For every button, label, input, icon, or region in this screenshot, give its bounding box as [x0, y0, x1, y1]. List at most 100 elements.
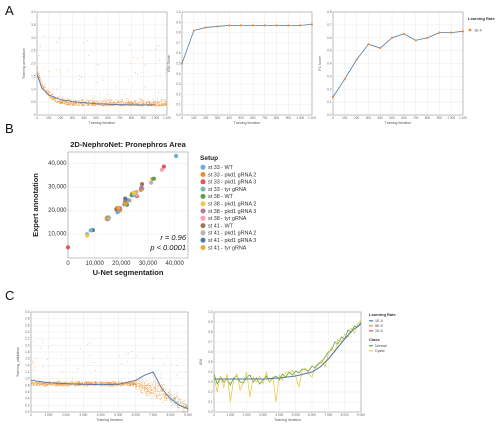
data-point [180, 401, 182, 403]
data-point [115, 99, 117, 100]
series-line [332, 30, 464, 98]
data-point [187, 410, 189, 412]
data-point [136, 389, 138, 391]
legend-marker [200, 186, 206, 192]
data-point [167, 356, 169, 357]
data-point [159, 381, 161, 383]
data-point [78, 380, 80, 382]
data-point [126, 98, 128, 100]
data-point [122, 105, 124, 107]
data-point [122, 102, 124, 104]
data-point [66, 385, 67, 386]
data-point [158, 92, 160, 94]
data-point [165, 395, 167, 397]
data-point [46, 385, 48, 387]
x-axis-label: Training iteration [96, 418, 123, 422]
data-point [156, 102, 158, 104]
x-tick-label: 30,000 [139, 261, 158, 267]
data-point [107, 94, 108, 95]
data-point [132, 102, 134, 104]
legend-label: Normal [375, 344, 387, 348]
data-point [164, 389, 166, 391]
data-point [155, 388, 157, 390]
data-point [150, 103, 152, 105]
x-tick-label: 800 [425, 116, 431, 120]
data-point [144, 387, 146, 388]
data-point [49, 95, 50, 97]
data-point [37, 71, 39, 73]
data-point [128, 382, 130, 384]
data-point [166, 398, 168, 400]
data-point [55, 69, 57, 71]
data-point [106, 99, 108, 101]
data-point [86, 381, 88, 383]
data-point [41, 84, 43, 86]
data-point [38, 54, 40, 56]
data-point [177, 405, 179, 407]
data-point [128, 102, 130, 104]
y-tick-label: 3.5 [31, 23, 36, 27]
data-point [59, 381, 61, 383]
data-point [143, 390, 145, 392]
data-point [175, 397, 177, 399]
data-point [43, 86, 45, 88]
legend-label: 1E-4 [375, 319, 383, 323]
data-point [107, 381, 109, 383]
data-point [163, 394, 164, 396]
data-point [134, 99, 136, 101]
data-point [164, 99, 166, 101]
data-point [74, 104, 76, 106]
data-point [55, 101, 57, 103]
data-point [61, 383, 63, 385]
data-point [117, 381, 119, 383]
data-point [145, 392, 147, 394]
data-point [164, 387, 166, 389]
data-point [146, 386, 147, 388]
data-point [90, 380, 91, 382]
data-point [74, 380, 76, 382]
x-tick-label: 5 000 [114, 413, 122, 417]
data-point [62, 384, 64, 386]
data-point [149, 383, 151, 385]
x-tick-label: 6 000 [308, 413, 316, 417]
data-point [149, 392, 151, 394]
data-point [91, 105, 93, 107]
x-tick-label: 7 000 [324, 413, 332, 417]
data-point [88, 355, 90, 357]
data-point [46, 383, 47, 385]
data-point [47, 382, 49, 384]
data-point [60, 354, 62, 356]
data-point [56, 88, 58, 90]
data-point [149, 369, 151, 371]
data-point [39, 386, 41, 388]
data-point [83, 42, 85, 44]
legend-marker [200, 237, 206, 243]
data-point [144, 393, 146, 395]
data-point [155, 103, 157, 105]
y-tick-label: 1.0 [176, 10, 181, 14]
data-point [111, 381, 113, 383]
data-point [156, 384, 158, 386]
data-point [251, 24, 255, 27]
data-point [139, 98, 141, 100]
data-point [92, 103, 93, 105]
data-point [331, 95, 335, 99]
data-point [149, 395, 151, 397]
data-point [86, 39, 88, 41]
data-point [112, 101, 114, 103]
data-point [90, 104, 92, 106]
data-point [182, 404, 184, 406]
data-point [87, 382, 89, 383]
x-tick-label: 5 000 [292, 413, 300, 417]
data-point [33, 340, 35, 342]
data-point [161, 386, 163, 387]
data-point [170, 395, 172, 397]
data-point [158, 102, 160, 104]
data-point [141, 384, 143, 386]
data-point [38, 384, 40, 386]
data-point [152, 101, 154, 103]
data-point [152, 387, 154, 389]
data-point [46, 89, 48, 91]
data-point [55, 381, 56, 383]
data-point [204, 26, 207, 29]
